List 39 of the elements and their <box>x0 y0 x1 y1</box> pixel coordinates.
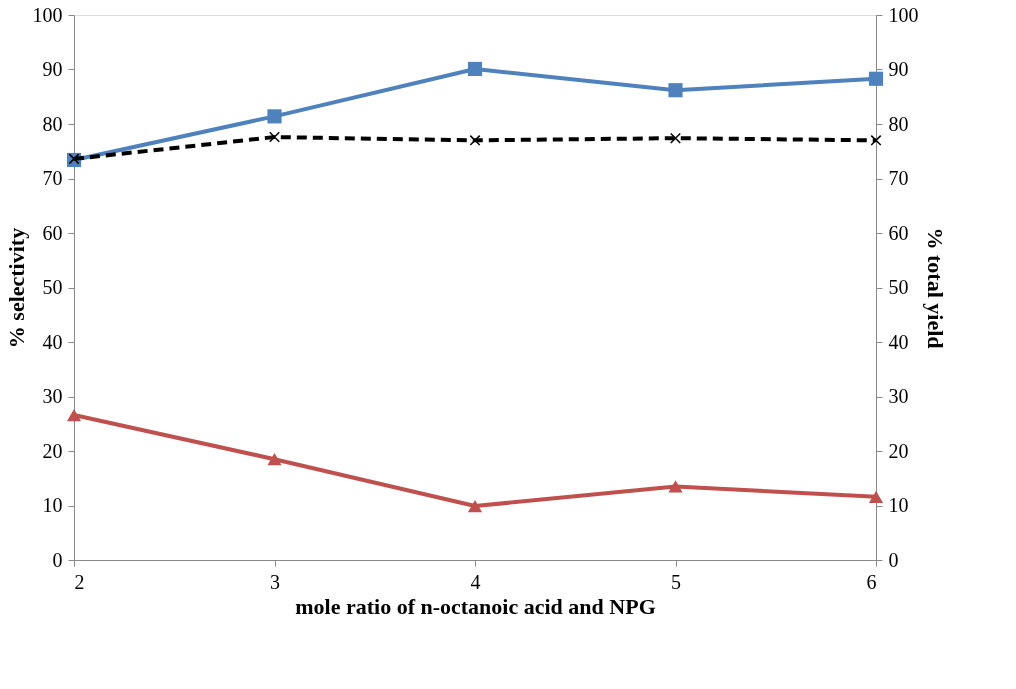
y-tick-label: 30 <box>42 385 63 407</box>
point <box>868 490 884 503</box>
x-tick-label: 2 <box>74 570 85 593</box>
point <box>467 61 483 77</box>
y-tick-label: 40 <box>42 330 63 353</box>
x-axis-title: mole ratio of n-octanoic acid and NPG <box>295 593 656 619</box>
y-tick-label: 0 <box>52 548 63 571</box>
point <box>267 453 282 466</box>
y2-tick-label: 60 <box>888 221 909 244</box>
y-tick-label: 100 <box>32 3 63 26</box>
y2-tick-label: 40 <box>888 330 909 353</box>
y-tick-label: 90 <box>42 58 63 80</box>
y2-tick-label: 30 <box>888 385 909 407</box>
y-tick-label: 60 <box>42 221 63 244</box>
y-tick-label: 10 <box>42 494 63 516</box>
x-tick-label: 3 <box>270 570 280 593</box>
y-axis-title: % selectivity <box>3 227 29 349</box>
x-tick-label: 4 <box>470 570 481 593</box>
y2-tick-label: 70 <box>888 167 909 189</box>
y-tick-label: 70 <box>42 167 63 189</box>
point <box>467 499 483 513</box>
y2-axis-title: % total yield <box>922 227 948 349</box>
y-tick-label: 50 <box>42 276 63 298</box>
y2-tick-label: 20 <box>888 439 909 462</box>
x-tick-label: 5 <box>671 570 681 593</box>
y2-tick-label: 90 <box>888 58 909 80</box>
point <box>668 480 683 493</box>
y2-tick-label: 80 <box>888 112 909 135</box>
y-tick-label: 80 <box>42 112 63 135</box>
y2-tick-label: 10 <box>888 494 909 516</box>
x-tick-label: 6 <box>866 570 877 593</box>
y2-tick-label: 0 <box>888 548 899 571</box>
point <box>668 83 683 98</box>
y-tick-label: 20 <box>42 439 63 462</box>
point <box>267 109 282 124</box>
y2-tick-label: 100 <box>888 3 919 26</box>
point <box>868 71 884 86</box>
point <box>66 408 82 422</box>
y2-tick-label: 50 <box>888 276 909 298</box>
